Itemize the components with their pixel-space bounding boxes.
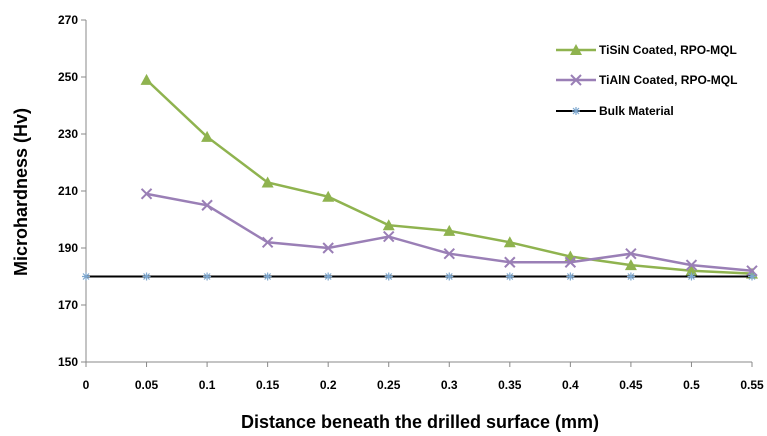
- star-marker: [445, 272, 454, 281]
- x-marker: [201, 199, 213, 211]
- x-marker: [570, 74, 582, 86]
- x-marker: [140, 188, 153, 200]
- tick-labels: 150 170 190 210 230 250 270 0 0.05 0.1 0.15 0.2 0.25…: [58, 13, 764, 392]
- x-tick-label: 0.15: [256, 378, 280, 392]
- y-tick-label: 230: [58, 127, 78, 141]
- triangle-marker: [261, 176, 274, 188]
- triangle-marker: [201, 130, 214, 142]
- legend-item: TiAlN Coated, RPO-MQL: [556, 73, 737, 87]
- series-bulk-material: [82, 272, 756, 281]
- x-marker: [443, 247, 455, 260]
- x-tick-label: 0.2: [320, 378, 337, 392]
- x-tick-label: 0.05: [135, 378, 159, 392]
- star-marker: [566, 272, 575, 281]
- x-tick-label: 0.55: [740, 378, 764, 392]
- triangle-marker: [570, 44, 582, 55]
- series-tisin-coated-rpo-mql: [140, 73, 758, 279]
- x-marker: [261, 236, 274, 249]
- y-tick-label: 150: [58, 355, 78, 369]
- y-tick-label: 170: [58, 298, 78, 312]
- star-marker: [82, 272, 90, 281]
- y-tick-label: 210: [58, 184, 78, 198]
- x-tick-label: 0.4: [562, 378, 579, 392]
- legend-label: TiAlN Coated, RPO-MQL: [599, 73, 737, 87]
- triangle-marker: [685, 264, 698, 276]
- y-tick-label: 250: [58, 70, 78, 84]
- star-marker: [203, 272, 212, 281]
- legend-label: TiSiN Coated, RPO-MQL: [599, 43, 737, 57]
- x-axis-title: Distance beneath the drilled surface (mm…: [241, 412, 599, 432]
- star-marker: [572, 107, 580, 115]
- legend-item: TiSiN Coated, RPO-MQL: [556, 43, 737, 57]
- x-tick-label: 0: [83, 378, 90, 392]
- x-tick-label: 0.25: [377, 378, 401, 392]
- y-tick-label: 270: [58, 13, 78, 27]
- x-tick-label: 0.35: [498, 378, 522, 392]
- triangle-marker: [624, 259, 637, 271]
- legend-label: Bulk Material: [599, 104, 674, 118]
- star-marker: [263, 272, 272, 281]
- star-marker: [626, 272, 635, 281]
- legend: TiSiN Coated, RPO-MQL TiAlN Coated, RPO-M…: [556, 43, 737, 118]
- x-tick-label: 0.3: [441, 378, 458, 392]
- x-marker: [746, 265, 758, 277]
- y-tick-label: 190: [58, 241, 78, 255]
- x-marker: [504, 256, 516, 268]
- data-series: [82, 73, 758, 281]
- star-marker: [687, 272, 696, 281]
- x-marker: [685, 259, 698, 271]
- triangle-marker: [382, 219, 395, 231]
- x-tick-label: 0.5: [683, 378, 700, 392]
- legend-item: Bulk Material: [556, 104, 674, 118]
- x-tick-label: 0.1: [199, 378, 216, 392]
- triangle-marker: [503, 236, 516, 248]
- star-marker: [384, 272, 393, 281]
- series-tialn-coated-rpo-mql: [140, 188, 758, 277]
- x-tick-label: 0.45: [619, 378, 643, 392]
- x-marker: [564, 256, 577, 268]
- x-marker: [322, 242, 334, 254]
- axes: [81, 19, 753, 367]
- x-marker: [625, 247, 637, 260]
- x-marker: [383, 230, 395, 243]
- triangle-marker: [322, 190, 335, 202]
- star-marker: [748, 272, 756, 281]
- star-marker: [324, 272, 333, 281]
- triangle-marker: [140, 73, 153, 85]
- triangle-marker: [443, 224, 456, 236]
- y-axis-title: Microhardness (Hv): [11, 108, 31, 276]
- star-marker: [505, 272, 514, 281]
- star-marker: [142, 272, 151, 281]
